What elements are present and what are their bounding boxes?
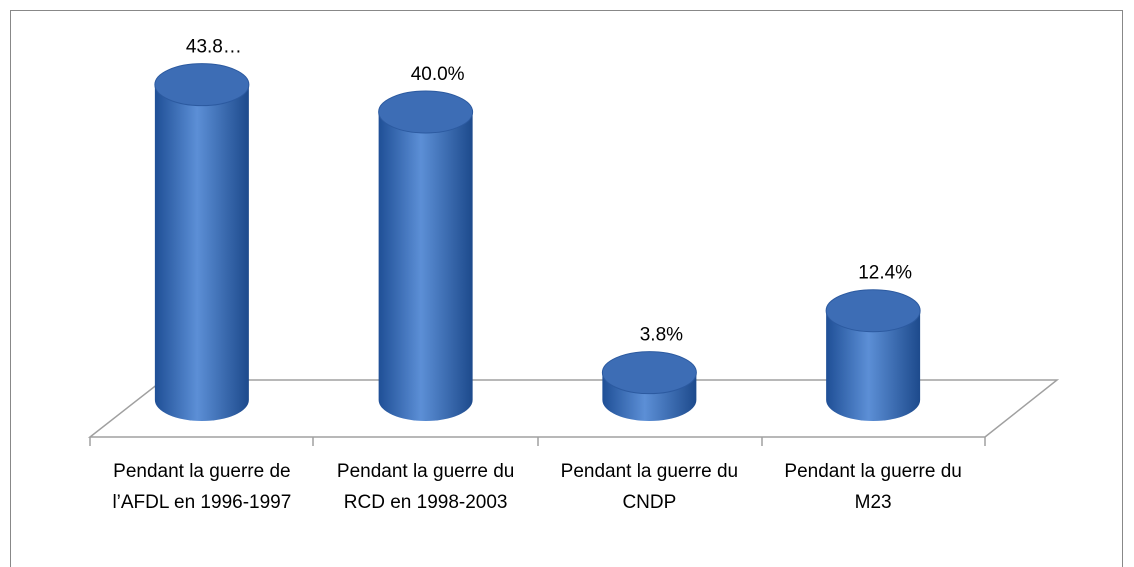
bar-top bbox=[378, 90, 474, 134]
x-tick-label: Pendant la guerre de l’AFDL en 1996-1997 bbox=[112, 461, 292, 513]
data-label: 43.8… bbox=[186, 37, 242, 58]
data-label: 3.8% bbox=[640, 325, 683, 346]
x-tick-label: Pendant la guerre du RCD en 1998-2003 bbox=[336, 461, 515, 513]
data-label: 12.4% bbox=[858, 263, 912, 284]
bar bbox=[378, 112, 473, 421]
x-tick-label: Pendant la guerre du CNDP bbox=[560, 461, 739, 513]
chart-border bbox=[10, 10, 1123, 567]
bar-top bbox=[825, 289, 921, 333]
bar-top bbox=[154, 63, 250, 107]
x-tick-label: Pendant la guerre du M23 bbox=[784, 461, 962, 513]
bar bbox=[154, 84, 249, 421]
bar bbox=[826, 310, 921, 421]
category-ticks bbox=[89, 437, 986, 446]
data-label: 40.0% bbox=[411, 64, 465, 85]
bar-top bbox=[601, 351, 697, 395]
